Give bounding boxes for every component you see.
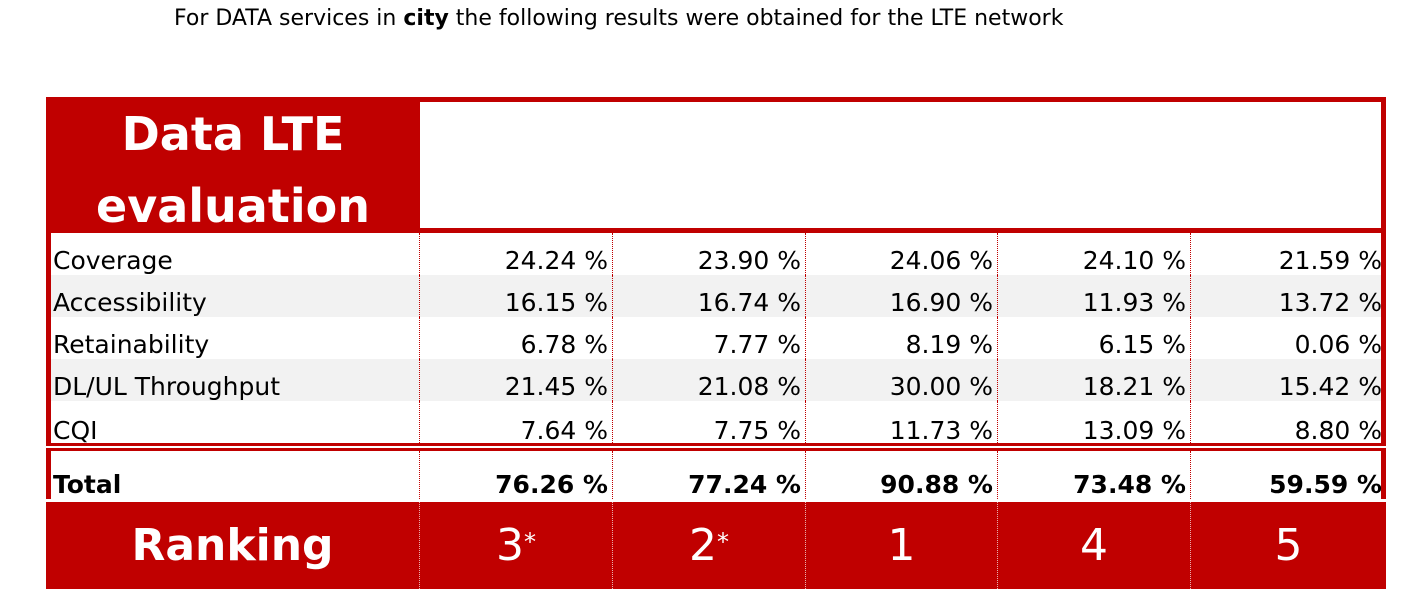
value-cell: 23.90 % (613, 233, 806, 275)
ranking-value: 3 (496, 520, 524, 571)
row-label: Coverage (51, 233, 420, 275)
value-cell: 76.26 % (420, 451, 613, 499)
value-cell: 13.09 % (998, 401, 1191, 445)
value-cell: 8.80 % (1294, 416, 1382, 445)
ranking-row: Ranking 3 * 2 * 1 4 5 (46, 502, 1386, 589)
ranking-value: 1 (887, 520, 916, 571)
value-cell: 30.00 % (806, 359, 998, 401)
value-cell: 77.24 % (613, 451, 806, 499)
total-divider (46, 448, 1386, 451)
table-row-coverage: Coverage 24.24 % 23.90 % 24.06 % 24.10 % 21.5… (46, 233, 1386, 275)
ranking-cell: 3 * (420, 502, 613, 589)
ranking-cell: 5 (1191, 502, 1386, 589)
value-cell: 16.74 % (613, 275, 806, 317)
value-cell: 0.06 % (1294, 330, 1382, 359)
value-cell: 13.72 % (1278, 288, 1382, 317)
ranking-cell: 2 * (613, 502, 806, 589)
table-row-accessibility: Accessibility 16.15 % 16.74 % 16.90 % 11.93 … (46, 275, 1386, 317)
table-title-line1: Data LTE (121, 107, 345, 161)
value-cell: 16.90 % (806, 275, 998, 317)
value-cell: 7.77 % (613, 317, 806, 359)
value-cell: 8.19 % (806, 317, 998, 359)
table-title-line2: evaluation (96, 179, 370, 233)
row-label: CQI (51, 401, 420, 445)
page-heading: For DATA services in city the following … (174, 6, 1063, 31)
value-cell: 21.08 % (613, 359, 806, 401)
ranking-cell: 1 (806, 502, 998, 589)
total-divider (46, 443, 1386, 446)
value-cell: 90.88 % (806, 451, 998, 499)
ranking-cell: 4 (998, 502, 1191, 589)
ranking-value: 5 (1274, 520, 1303, 571)
table-row-cqi: CQI 7.64 % 7.75 % 11.73 % 13.09 % 8.80 % (46, 401, 1386, 445)
value-cell: 11.73 % (806, 401, 998, 445)
row-label: Total (51, 451, 420, 499)
value-cell: 18.21 % (998, 359, 1191, 401)
ranking-value: 4 (1080, 520, 1108, 571)
heading-prefix: For DATA services in (174, 6, 404, 31)
table-row-total: Total 76.26 % 77.24 % 90.88 % 73.48 % 59.59 % (46, 451, 1386, 499)
value-cell: 11.93 % (998, 275, 1191, 317)
value-cell: 6.78 % (420, 317, 613, 359)
value-cell: 73.48 % (998, 451, 1191, 499)
value-cell: 24.10 % (998, 233, 1191, 275)
row-label: Retainability (51, 317, 420, 359)
data-lte-evaluation-table: Data LTE evaluation Coverage 24.24 % 23.90… (46, 97, 1386, 589)
ranking-label: Ranking (46, 502, 420, 589)
table-title-cell: Data LTE evaluation (46, 97, 420, 233)
ranking-value: 2 (689, 520, 717, 571)
row-label: Accessibility (51, 275, 420, 317)
value-cell: 7.64 % (420, 401, 613, 445)
heading-suffix: the following results were obtained for … (448, 6, 1064, 31)
row-label: DL/UL Throughput (51, 359, 420, 401)
table-header-operators (420, 97, 1386, 233)
table-row-retainability: Retainability 6.78 % 7.77 % 8.19 % 6.15 % 0.0… (46, 317, 1386, 359)
value-cell: 7.75 % (613, 401, 806, 445)
value-cell: 24.24 % (420, 233, 613, 275)
value-cell: 21.45 % (420, 359, 613, 401)
value-cell: 59.59 % (1269, 470, 1382, 499)
value-cell: 21.59 % (1278, 246, 1382, 275)
value-cell: 15.42 % (1278, 372, 1382, 401)
value-cell: 16.15 % (420, 275, 613, 317)
value-cell: 6.15 % (998, 317, 1191, 359)
heading-city: city (403, 6, 449, 31)
value-cell: 24.06 % (806, 233, 998, 275)
table-row-dl-ul-throughput: DL/UL Throughput 21.45 % 21.08 % 30.00 % 18.… (46, 359, 1386, 401)
